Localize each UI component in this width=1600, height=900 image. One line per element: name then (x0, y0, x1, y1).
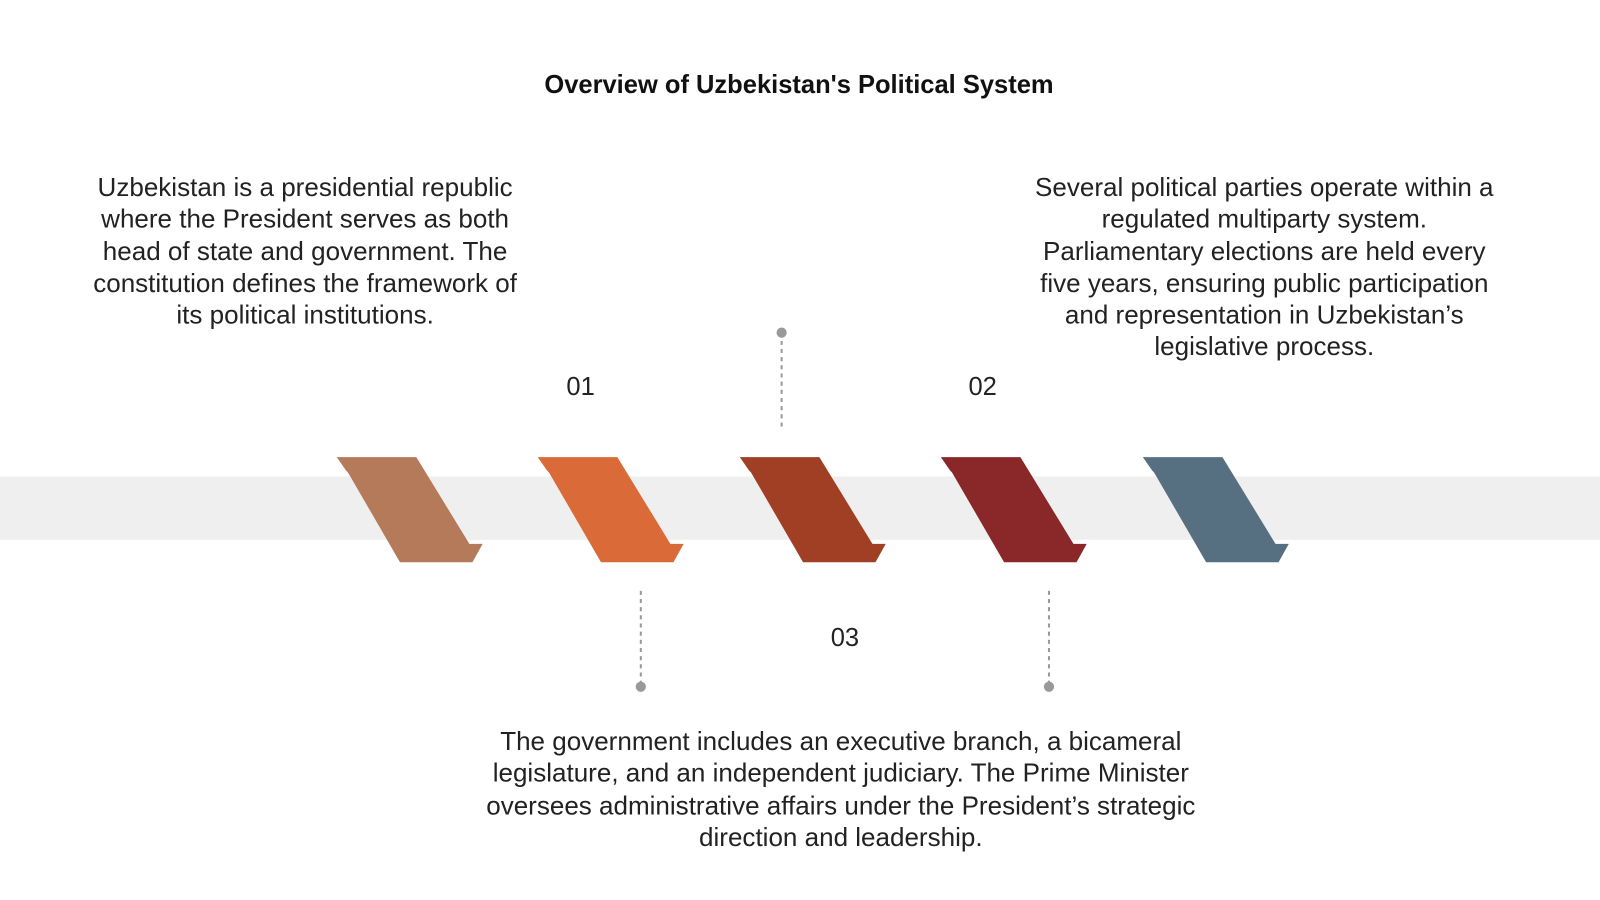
item-number: 03 (831, 624, 859, 652)
chevron (940, 457, 1087, 563)
item-number: 02 (968, 373, 996, 401)
connector-dot (1043, 681, 1055, 692)
chevron (537, 457, 684, 563)
chevrons (336, 457, 1289, 563)
item-text-box: The government includes an executive bra… (486, 727, 1196, 852)
connectors (635, 327, 1055, 692)
chevron (336, 457, 483, 563)
chevron (1142, 457, 1289, 563)
chevron (739, 457, 886, 563)
connector-dot (635, 681, 646, 692)
item-text: Uzbekistan is a presidential republic wh… (93, 173, 517, 330)
connector-dot (776, 327, 787, 338)
title: Overview of Uzbekistan's Political Syste… (544, 71, 1053, 99)
item-text-box: Uzbekistan is a presidential republic wh… (93, 173, 517, 330)
item-text: Several political parties operate within… (1035, 173, 1494, 362)
item-text: The government includes an executive bra… (486, 727, 1196, 852)
item-number: 01 (566, 373, 594, 401)
item-text-box: Several political parties operate within… (1035, 173, 1494, 362)
